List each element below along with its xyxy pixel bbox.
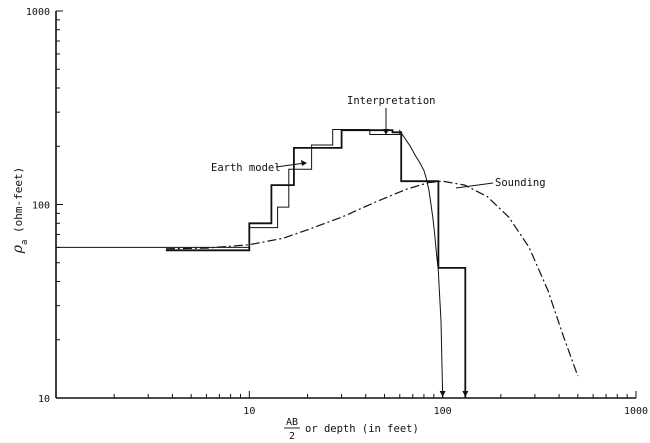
x-axis-label: AB 2 or depth (in feet) xyxy=(284,417,419,442)
x-tick-label: 100 xyxy=(434,406,452,417)
annotation-interpretation-arrowhead xyxy=(383,129,389,135)
axis-tick-labels: 10 100 1000 10 100 1000 xyxy=(26,7,648,417)
annotation-sounding-label: Sounding xyxy=(495,177,546,189)
x-axis-label-denominator: 2 xyxy=(289,431,295,442)
depth-arrowhead xyxy=(439,391,446,397)
x-axis-label-numerator: AB xyxy=(286,417,298,428)
series-sounding xyxy=(165,180,579,377)
depth-arrowhead xyxy=(462,391,469,397)
y-tick-label: 10 xyxy=(38,394,50,405)
x-axis-label-text: or depth (in feet) xyxy=(305,423,419,435)
y-axis-label-text: (ohm-feet) xyxy=(12,167,25,233)
series-layer xyxy=(56,129,579,399)
series-earth-model xyxy=(165,129,467,398)
y-axis-label-symbol: ρ xyxy=(10,244,26,254)
annotation-sounding-leader xyxy=(455,182,494,189)
y-axis-label-subscript: a xyxy=(20,240,30,245)
series-interpretation xyxy=(56,129,444,399)
annotation-interpretation: Interpretation xyxy=(347,95,436,135)
annotation-earth-model-arrowhead xyxy=(301,160,307,166)
y-tick-label: 1000 xyxy=(26,7,50,18)
annotation-earth-model-label: Earth model xyxy=(211,162,281,174)
plot-axes xyxy=(55,11,636,399)
annotation-interpretation-label: Interpretation xyxy=(347,95,436,107)
annotation-earth-model: Earth model xyxy=(211,160,307,174)
annotation-earth-model-leader xyxy=(275,162,306,168)
y-axis-label: ρa (ohm-feet) xyxy=(10,167,30,255)
axis-ticks xyxy=(56,10,637,399)
x-tick-label: 1000 xyxy=(624,406,648,417)
x-tick-label: 10 xyxy=(243,406,255,417)
y-tick-label: 100 xyxy=(32,201,50,212)
annotation-sounding: Sounding xyxy=(455,177,546,189)
svg-text:ρa (ohm-feet): ρa (ohm-feet) xyxy=(10,167,30,255)
depth-arrows xyxy=(439,391,469,397)
